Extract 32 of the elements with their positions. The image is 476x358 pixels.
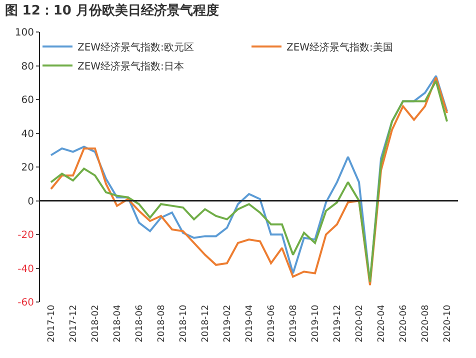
- y-tick-label: -20: [18, 230, 34, 241]
- x-tick-label: 2017-12: [68, 304, 79, 342]
- x-tick-label: 2018-12: [200, 304, 211, 342]
- x-tick-label: 2018-08: [156, 304, 167, 342]
- y-tick-label: -60: [18, 298, 34, 308]
- y-tick-label: 100: [14, 28, 34, 38]
- x-tick-label: 2019-06: [266, 304, 277, 342]
- x-tick-label: 2018-06: [134, 304, 145, 342]
- x-tick-label: 2019-02: [222, 304, 233, 342]
- chart-title: 图 12：10 月份欧美日经济景气程度: [4, 2, 219, 18]
- x-tick-label: 2019-04: [244, 304, 255, 342]
- x-tick-label: 2017-10: [46, 304, 57, 342]
- x-tick-label: 2018-04: [112, 304, 123, 342]
- x-tick-label: 2019-12: [332, 304, 343, 342]
- legend-label: ZEW经济景气指数:美国: [286, 41, 393, 54]
- x-tick-label: 2020-04: [376, 304, 387, 342]
- x-tick-label: 2020-08: [420, 304, 431, 342]
- legend-label: ZEW经济景气指数:日本: [78, 60, 184, 72]
- x-tick-label: 2018-10: [178, 304, 189, 342]
- y-tick-label: 80: [21, 61, 34, 72]
- x-tick-label: 2018-02: [90, 304, 101, 342]
- x-tick-label: 2019-08: [288, 304, 299, 342]
- legend-label: ZEW经济景气指数:欧元区: [78, 41, 194, 54]
- y-tick-label: 0: [28, 196, 34, 208]
- y-tick-label: 20: [21, 162, 34, 174]
- x-tick-label: 2019-10: [310, 304, 321, 342]
- y-tick-label: -40: [18, 264, 34, 275]
- y-tick-label: 40: [21, 128, 34, 140]
- y-tick-label: 60: [21, 95, 34, 106]
- x-tick-label: 2020-06: [398, 304, 409, 342]
- x-tick-label: 2020-02: [354, 304, 365, 342]
- x-tick-label: 2020-10: [442, 304, 453, 342]
